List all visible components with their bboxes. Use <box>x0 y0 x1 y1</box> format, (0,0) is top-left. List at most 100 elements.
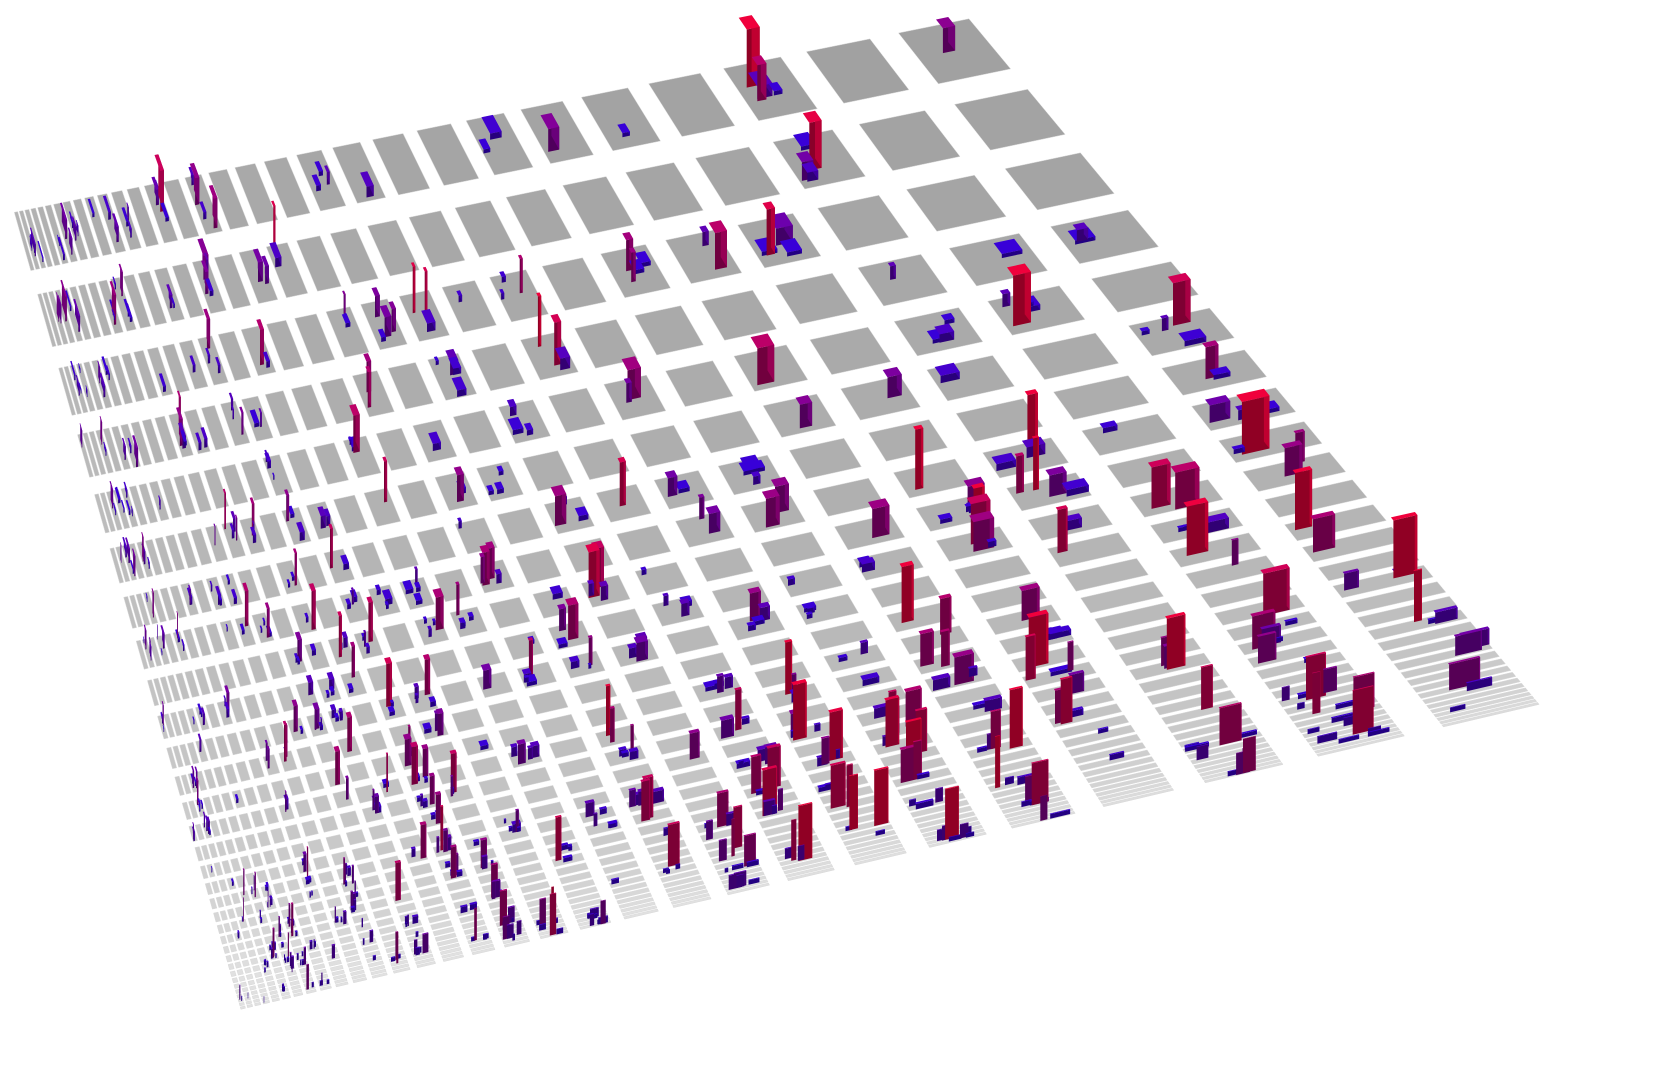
building-side <box>932 798 934 806</box>
package-tile <box>319 985 332 991</box>
building-top <box>1367 726 1390 733</box>
building-top <box>129 560 135 570</box>
package-tile <box>175 672 190 700</box>
package-tile <box>183 409 211 455</box>
building-top <box>502 915 510 918</box>
building-top <box>598 806 607 810</box>
building-top <box>948 834 962 838</box>
building-side <box>862 676 880 687</box>
building-side <box>965 831 975 838</box>
building-top <box>585 542 600 553</box>
building-top <box>1184 741 1200 746</box>
building-top <box>963 476 985 487</box>
building-side <box>1123 750 1125 758</box>
package-tile <box>281 995 292 1000</box>
package-tile <box>290 384 328 431</box>
building-side <box>887 766 889 823</box>
building-side <box>411 848 416 858</box>
building-top <box>301 951 304 953</box>
building-top <box>976 745 988 749</box>
package-tile <box>906 174 1007 232</box>
building-side <box>860 641 868 655</box>
package-tile <box>83 361 104 411</box>
building-top <box>271 200 276 207</box>
package-tile <box>133 350 159 400</box>
package-tile <box>382 622 415 653</box>
building-side <box>1067 641 1074 672</box>
building-side <box>599 808 607 815</box>
building-top <box>419 946 422 947</box>
package-tile <box>110 277 137 332</box>
package-tile <box>623 908 659 920</box>
building-top <box>936 17 956 29</box>
building-top <box>1165 611 1186 619</box>
package-tile <box>162 343 190 394</box>
building-side <box>1307 727 1320 735</box>
package-tile <box>231 977 239 984</box>
building-side <box>779 743 781 786</box>
package-tile <box>231 789 246 809</box>
building-top <box>283 954 285 955</box>
building-side <box>621 752 629 758</box>
building-side <box>1007 288 1011 306</box>
building-top <box>640 566 647 571</box>
building-top <box>312 702 320 710</box>
package-tile <box>332 974 347 981</box>
building-top <box>154 154 164 171</box>
building-side <box>295 931 298 937</box>
building-side <box>712 819 713 839</box>
building-top <box>675 863 681 865</box>
building-top <box>747 586 761 594</box>
package-tile <box>130 421 153 466</box>
package-tile <box>223 763 239 785</box>
building-side <box>512 428 524 436</box>
building-side <box>743 759 744 765</box>
building-side <box>1049 471 1067 497</box>
package-tile <box>416 961 436 969</box>
package-tile <box>438 942 461 952</box>
package-tile <box>608 875 645 889</box>
building-top <box>310 890 313 892</box>
building-side <box>440 588 444 629</box>
building-top <box>967 665 978 669</box>
building-top <box>715 672 724 677</box>
package-tile <box>305 888 321 901</box>
building-side <box>772 805 777 815</box>
package-tile <box>565 774 604 795</box>
building-side <box>629 789 636 808</box>
building-top <box>299 725 304 730</box>
package-tile <box>900 625 970 655</box>
package-tile <box>1085 762 1159 784</box>
package-tile <box>370 968 387 976</box>
building-side <box>1209 400 1231 423</box>
package-tile <box>1081 413 1177 456</box>
package-tile <box>247 916 258 927</box>
building-top <box>628 747 639 753</box>
building-side <box>356 892 359 898</box>
building-side <box>819 722 821 731</box>
building-top <box>329 685 335 692</box>
building-top <box>265 881 269 885</box>
building-top <box>610 877 619 881</box>
building-top <box>516 919 522 922</box>
building-side <box>347 867 351 877</box>
building-top <box>242 897 244 899</box>
package-tile <box>1082 756 1155 778</box>
building-top <box>366 596 373 603</box>
building-top <box>166 284 173 296</box>
building-top <box>1292 466 1313 474</box>
package-tile <box>241 930 251 940</box>
building-top <box>266 960 269 963</box>
building-top <box>121 437 126 447</box>
building-top <box>620 749 629 754</box>
package-tile <box>322 884 339 897</box>
building-top <box>1019 582 1040 592</box>
package-tile <box>424 904 448 916</box>
package-tile <box>442 954 465 962</box>
building-top <box>120 542 122 546</box>
building-top <box>716 789 729 794</box>
building-top <box>1209 366 1231 376</box>
package-tile <box>215 896 225 908</box>
building-side <box>636 640 648 662</box>
building-top <box>1200 663 1213 668</box>
